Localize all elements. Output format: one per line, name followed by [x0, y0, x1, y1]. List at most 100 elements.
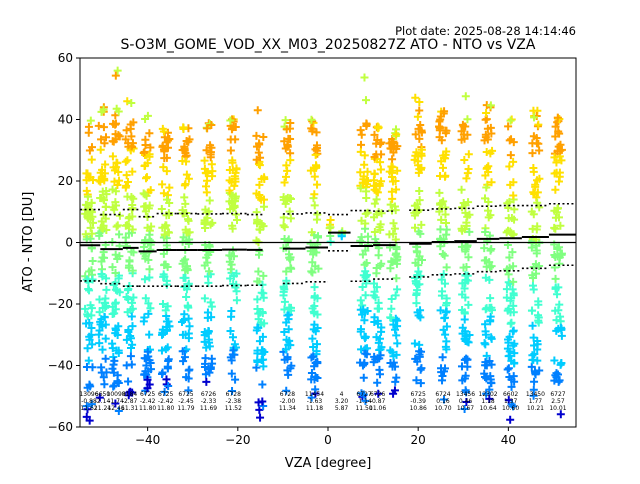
data-point [529, 385, 538, 394]
data-point [370, 169, 379, 178]
data-point [115, 211, 124, 220]
data-point [481, 330, 490, 339]
data-point [487, 178, 496, 187]
data-point [145, 265, 154, 274]
y-tick-label: 60 [58, 51, 73, 65]
data-point [185, 365, 194, 374]
data-point [376, 158, 385, 167]
data-point [484, 197, 493, 206]
data-point [550, 223, 559, 232]
data-point [231, 135, 240, 144]
data-point [356, 358, 365, 367]
data-point [87, 311, 96, 320]
data-point [411, 354, 420, 363]
plot-marks [80, 66, 576, 425]
data-point [124, 325, 133, 334]
data-point [314, 264, 323, 273]
data-point [529, 163, 538, 172]
data-point [81, 304, 90, 313]
data-point [162, 211, 171, 220]
data-point [128, 167, 137, 176]
data-point [411, 151, 420, 160]
data-point [435, 126, 444, 135]
data-point [359, 305, 368, 314]
data-point [388, 163, 397, 172]
data-point [556, 146, 565, 155]
stat-mean: 1.37 [504, 398, 518, 405]
data-point [180, 283, 189, 292]
data-point [158, 142, 167, 151]
data-point [98, 224, 107, 233]
data-point [392, 185, 401, 194]
data-point [482, 351, 491, 360]
y-tick-label: −20 [48, 297, 73, 311]
data-point [411, 223, 420, 232]
data-point [227, 369, 236, 378]
data-point [109, 353, 118, 362]
data-point [125, 257, 134, 266]
data-point [206, 298, 215, 307]
data-point [481, 361, 490, 370]
stat-mean: 1.77 [529, 398, 543, 405]
data-point [110, 381, 119, 390]
data-point [231, 375, 240, 384]
data-point [551, 284, 560, 293]
data-point [312, 215, 321, 224]
data-point [461, 92, 470, 101]
data-point [258, 280, 267, 289]
data-point [458, 329, 467, 338]
data-point [227, 252, 236, 261]
data-point [370, 130, 379, 139]
data-point [144, 309, 153, 318]
data-column [435, 107, 451, 404]
data-point [310, 172, 319, 181]
data-point [184, 174, 193, 183]
data-point [145, 273, 154, 282]
data-point [114, 346, 123, 355]
data-point [87, 229, 96, 238]
data-point [282, 243, 291, 252]
data-point [391, 316, 400, 325]
stat-count: 11454 [305, 391, 324, 398]
data-point [362, 194, 371, 203]
stat-mean: -2.45 [178, 398, 194, 405]
data-point [124, 214, 133, 223]
data-point [260, 347, 269, 356]
y-tick-label: −60 [48, 420, 73, 434]
x-axis-label: VZA [degree] [285, 456, 372, 471]
data-point [465, 210, 474, 219]
data-point [283, 140, 292, 149]
data-point [123, 97, 132, 106]
data-column [410, 93, 427, 388]
data-point [311, 385, 320, 394]
data-point [507, 400, 516, 409]
data-point [460, 315, 469, 324]
data-point [114, 406, 123, 415]
data-point [482, 374, 491, 383]
stat-std: 10.01 [549, 405, 566, 412]
data-point [253, 295, 262, 304]
data-point [87, 266, 96, 275]
data-point [83, 383, 92, 392]
data-point [225, 186, 234, 195]
data-point [88, 340, 97, 349]
data-point [440, 313, 449, 322]
data-point [101, 202, 110, 211]
data-point [146, 143, 155, 152]
data-point [226, 274, 235, 283]
stat-mean: -1.14 [356, 398, 372, 405]
data-point [205, 119, 214, 128]
data-point [121, 233, 130, 242]
data-point [160, 230, 169, 239]
data-point [87, 198, 96, 207]
data-point [551, 132, 560, 141]
stat-std: 11.80 [139, 405, 156, 412]
data-point [415, 280, 424, 289]
data-point [506, 415, 515, 424]
data-point [388, 362, 397, 371]
data-point [184, 334, 193, 343]
stat-mean: -1.63 [307, 398, 323, 405]
x-tick-label: 40 [501, 433, 516, 447]
data-point [554, 127, 563, 136]
